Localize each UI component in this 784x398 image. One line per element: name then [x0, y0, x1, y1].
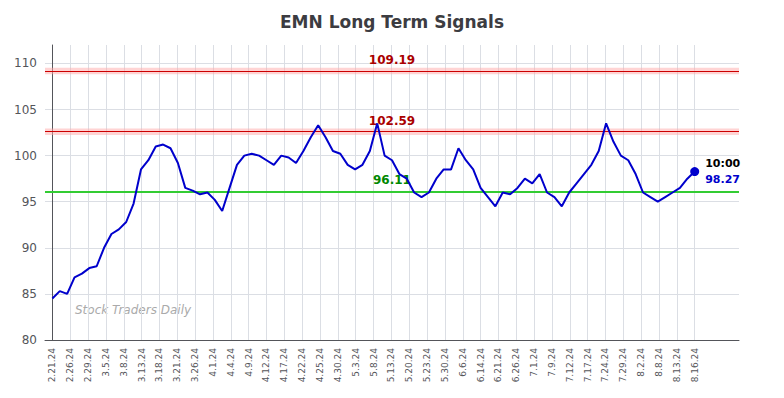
svg-text:4.22.24: 4.22.24: [297, 348, 307, 383]
svg-text:3.26.24: 3.26.24: [190, 348, 200, 383]
svg-text:6.14.24: 6.14.24: [476, 348, 486, 383]
svg-text:5.30.24: 5.30.24: [440, 348, 450, 383]
svg-text:4.1.24: 4.1.24: [208, 348, 218, 377]
svg-text:3.13.24: 3.13.24: [137, 348, 147, 383]
svg-text:3.21.24: 3.21.24: [172, 348, 182, 383]
svg-text:6.26.24: 6.26.24: [511, 348, 521, 383]
svg-text:95: 95: [22, 195, 37, 209]
svg-text:5.20.24: 5.20.24: [404, 348, 414, 383]
svg-text:7.1.24: 7.1.24: [529, 348, 539, 377]
svg-text:90: 90: [22, 241, 37, 255]
svg-text:105: 105: [14, 103, 37, 117]
svg-text:4.25.24: 4.25.24: [315, 348, 325, 383]
svg-text:EMN Long Term Signals: EMN Long Term Signals: [280, 12, 504, 32]
svg-text:7.24.24: 7.24.24: [600, 348, 610, 383]
svg-text:2.21.24: 2.21.24: [47, 348, 57, 383]
svg-text:110: 110: [14, 56, 37, 70]
svg-text:4.9.24: 4.9.24: [244, 348, 254, 377]
svg-text:8.13.24: 8.13.24: [672, 348, 682, 383]
svg-text:4.4.24: 4.4.24: [226, 348, 236, 377]
svg-text:8.8.24: 8.8.24: [654, 348, 664, 377]
svg-text:3.8.24: 3.8.24: [119, 348, 129, 377]
svg-text:85: 85: [22, 287, 37, 301]
svg-text:96.11: 96.11: [373, 173, 411, 187]
svg-text:7.17.24: 7.17.24: [583, 348, 593, 383]
svg-text:4.12.24: 4.12.24: [261, 348, 271, 383]
svg-text:8.16.24: 8.16.24: [690, 348, 700, 383]
svg-text:4.17.24: 4.17.24: [279, 348, 289, 383]
svg-text:7.12.24: 7.12.24: [565, 348, 575, 383]
svg-text:2.26.24: 2.26.24: [65, 348, 75, 383]
svg-text:7.9.24: 7.9.24: [547, 348, 557, 377]
svg-text:6.21.24: 6.21.24: [493, 348, 503, 383]
svg-text:102.59: 102.59: [368, 113, 416, 128]
svg-text:2.29.24: 2.29.24: [83, 348, 93, 383]
svg-text:80: 80: [22, 333, 37, 347]
svg-text:5.8.24: 5.8.24: [369, 348, 379, 377]
svg-text:98.27: 98.27: [705, 173, 740, 186]
svg-text:6.6.24: 6.6.24: [458, 348, 468, 377]
svg-text:10:00: 10:00: [705, 157, 740, 170]
svg-text:109.19: 109.19: [369, 53, 415, 67]
svg-text:100: 100: [14, 149, 37, 163]
svg-text:Stock Traders Daily: Stock Traders Daily: [75, 303, 192, 317]
svg-text:8.2.24: 8.2.24: [636, 348, 646, 377]
svg-text:7.29.24: 7.29.24: [618, 348, 628, 383]
svg-text:5.13.24: 5.13.24: [386, 348, 396, 383]
svg-text:5.3.24: 5.3.24: [351, 348, 361, 377]
svg-text:5.23.24: 5.23.24: [422, 348, 432, 383]
svg-text:3.18.24: 3.18.24: [154, 348, 164, 383]
svg-text:3.5.24: 3.5.24: [101, 348, 111, 377]
svg-text:4.30.24: 4.30.24: [333, 348, 343, 383]
